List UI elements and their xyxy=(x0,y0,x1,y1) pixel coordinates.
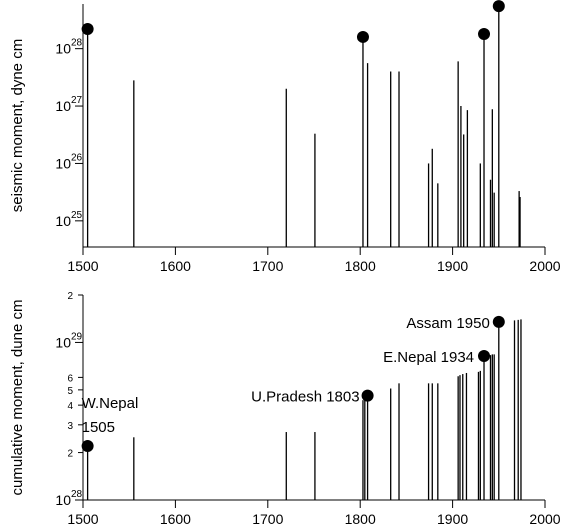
x-tick-label: 1700 xyxy=(252,511,283,527)
x-tick-label: 2000 xyxy=(529,511,560,527)
y-tick-label: 10 xyxy=(55,492,71,508)
y-tick-exponent: 29 xyxy=(71,331,83,342)
x-tick-label: 1700 xyxy=(252,258,283,274)
y-tick-label: 10 xyxy=(55,155,71,171)
event-marker xyxy=(356,30,369,43)
event-marker xyxy=(81,23,94,36)
x-tick-label: 1800 xyxy=(345,258,376,274)
annotation-label: Assam 1950 xyxy=(406,315,489,332)
annotation-label: U.Pradesh 1803 xyxy=(251,389,359,406)
event-marker xyxy=(478,350,491,363)
y-axis-label: cumulative moment, dune cm xyxy=(9,300,26,496)
y-tick-label: 10 xyxy=(55,213,71,229)
event-marker xyxy=(492,0,505,13)
event-marker xyxy=(361,389,374,402)
y-tick-exponent: 25 xyxy=(71,210,83,221)
y-tick-exponent: 28 xyxy=(71,38,83,49)
x-tick-label: 1600 xyxy=(160,258,191,274)
x-tick-label: 1900 xyxy=(437,258,468,274)
y-tick-label: 5 xyxy=(67,386,73,397)
event-marker xyxy=(492,315,505,328)
y-tick-label: 10 xyxy=(55,98,71,114)
y-tick-label: 4 xyxy=(67,401,73,412)
event-marker xyxy=(81,440,94,453)
annotation-label: E.Nepal 1934 xyxy=(383,349,474,366)
x-tick-label: 1500 xyxy=(67,511,98,527)
y-tick-exponent: 26 xyxy=(71,152,83,163)
x-tick-label: 1600 xyxy=(160,511,191,527)
y-tick-label: 6 xyxy=(67,373,73,384)
x-tick-label: 2000 xyxy=(529,258,560,274)
y-tick-label: 10 xyxy=(55,41,71,57)
event-marker xyxy=(478,28,491,41)
y-tick-label: 2 xyxy=(67,449,73,460)
y-tick-exponent: 28 xyxy=(71,489,83,500)
y-axis-label: seismic moment, dyne cm xyxy=(9,39,26,212)
y-tick-label: 10 xyxy=(55,334,71,350)
x-tick-label: 1900 xyxy=(437,511,468,527)
x-tick-label: 1800 xyxy=(345,511,376,527)
y-tick-label: 2 xyxy=(67,291,73,302)
y-tick-exponent: 27 xyxy=(71,95,83,106)
x-tick-label: 1500 xyxy=(67,258,98,274)
y-tick-label: 3 xyxy=(67,421,73,432)
annotation-label: 1505 xyxy=(82,419,115,436)
annotation-label: W.Nepal xyxy=(82,395,139,412)
